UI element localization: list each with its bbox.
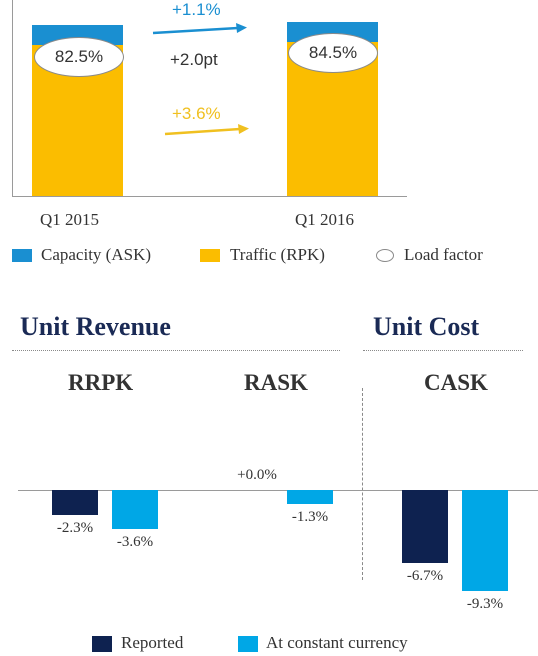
metric-title-cask: CASK bbox=[424, 370, 488, 395]
legend-circle-load-factor bbox=[376, 249, 394, 262]
top-legend: Capacity (ASK) Traffic (RPK) Load factor bbox=[0, 244, 538, 270]
traffic-change-label: +3.6% bbox=[172, 104, 221, 123]
bottom-legend: Reported At constant currency bbox=[0, 632, 538, 656]
bottom-chart-baseline bbox=[18, 490, 538, 491]
legend-swatch-reported bbox=[92, 636, 112, 652]
section-rule-unit-revenue bbox=[12, 350, 340, 351]
value-label-rask-reported: +0.0% bbox=[237, 467, 277, 483]
value-label-cask-reported: -6.7% bbox=[406, 568, 444, 585]
bar-rrpk-constant-currency bbox=[112, 490, 158, 530]
bar-cask-reported bbox=[402, 490, 448, 564]
section-title-unit-cost: Unit Cost bbox=[373, 312, 480, 341]
metric-title-rask: RASK bbox=[244, 370, 308, 395]
capacity-change-arrow bbox=[152, 23, 247, 35]
load-factor-ellipse-q1-2016: 84.5% bbox=[288, 33, 378, 73]
load-factor-label-q1-2016: 84.5% bbox=[308, 43, 358, 62]
legend-swatch-traffic bbox=[200, 249, 220, 262]
metric-title-rrpk: RRPK bbox=[68, 370, 134, 395]
traffic-change-arrow bbox=[164, 124, 249, 136]
load-factor-change-label: +2.0pt bbox=[170, 50, 218, 69]
section-separator bbox=[362, 388, 363, 580]
section-rule-unit-cost bbox=[363, 350, 523, 351]
value-label-rrpk-reported: -2.3% bbox=[56, 520, 94, 537]
legend-swatch-constant-currency bbox=[238, 636, 258, 652]
legend-label-capacity: Capacity (ASK) bbox=[41, 245, 152, 264]
bar-rrpk-reported bbox=[52, 490, 98, 516]
capacity-change-label: +1.1% bbox=[172, 0, 221, 19]
bar-cask-constant-currency bbox=[462, 490, 508, 592]
unit-revenue-cost-chart: Unit Revenue Unit Cost RRPK RASK CASK -2… bbox=[0, 290, 538, 656]
legend-swatch-capacity bbox=[12, 249, 32, 262]
load-factor-label-q1-2015: 82.5% bbox=[54, 47, 104, 66]
legend-label-load-factor: Load factor bbox=[404, 245, 483, 264]
x-tick-q1-2016: Q1 2016 bbox=[295, 210, 355, 229]
top-chart-y-axis bbox=[12, 0, 13, 197]
x-tick-q1-2015: Q1 2015 bbox=[40, 210, 100, 229]
value-label-cask-constant-currency: -9.3% bbox=[466, 596, 504, 613]
bar-rask-constant-currency bbox=[287, 490, 333, 505]
value-label-rask-constant-currency: -1.3% bbox=[291, 509, 329, 526]
load-factor-ellipse-q1-2015: 82.5% bbox=[34, 37, 124, 77]
section-title-unit-revenue: Unit Revenue bbox=[20, 312, 171, 341]
legend-label-constant-currency: At constant currency bbox=[266, 633, 408, 652]
top-chart-baseline bbox=[12, 196, 407, 197]
value-label-rrpk-constant-currency: -3.6% bbox=[116, 534, 154, 551]
capacity-traffic-chart: 82.5% 84.5% +1.1% +2.0pt +3.6% Q1 2015 Q… bbox=[0, 0, 538, 290]
legend-label-reported: Reported bbox=[121, 633, 184, 652]
legend-label-traffic: Traffic (RPK) bbox=[230, 245, 325, 264]
